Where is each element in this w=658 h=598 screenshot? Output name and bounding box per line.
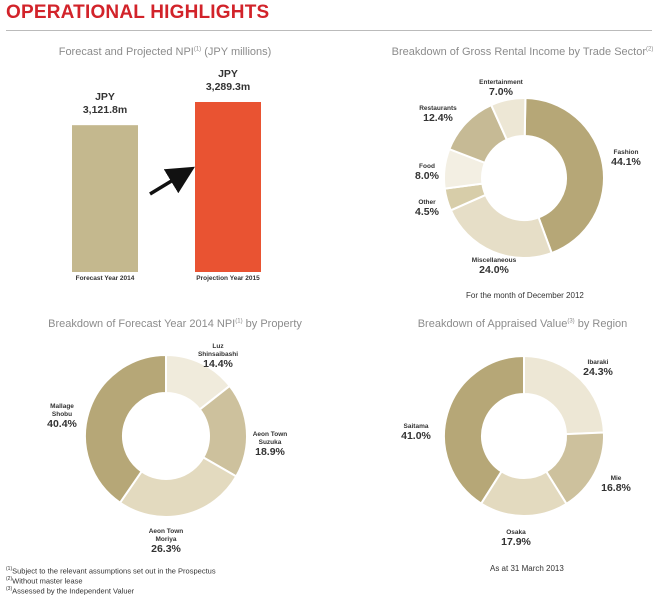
trade-sector-inner-ring	[484, 138, 564, 218]
property-label-aeon-town-suzuka-1: Suzuka	[259, 439, 282, 446]
property-pct-aeon-town-suzuka: 18.9%	[255, 446, 285, 458]
property-pct-luz-shinsaibashi: 14.4%	[203, 358, 233, 370]
growth-arrow	[149, 166, 195, 196]
trade-sector-pct-miscellaneous: 24.0%	[479, 264, 509, 276]
trade-sector-note: For the month of December 2012	[466, 291, 584, 300]
trade-sector-slice-miscellaneous	[449, 193, 553, 259]
trade-sector-slice-entertainment	[489, 97, 527, 142]
trade-sector-label-other: Other	[418, 199, 436, 206]
bar-chart-title: Forecast and Projected NPI(1) (JPY milli…	[58, 46, 272, 58]
property-label-aeon-town-moriya-1: Moriya	[156, 536, 177, 543]
trade-sector-slice-fashion	[523, 96, 605, 255]
bar-value-2014: 3,121.8m	[83, 104, 127, 116]
bar-value-currency-2014: JPY	[95, 91, 115, 103]
region-pct-ibaraki: 24.3%	[583, 366, 613, 378]
region-label-saitama: Saitama	[404, 423, 429, 430]
trade-sector-label-food: Food	[419, 163, 435, 170]
property-label-luz-shinsaibashi: Luz	[212, 343, 224, 350]
trade-sector-label-entertainment: Entertainment	[479, 79, 524, 86]
property-pct-mallage-shobu: 40.4%	[47, 418, 77, 430]
footnote-3: (3)Assessed by the Independent Valuer	[6, 586, 135, 596]
region-pct-mie: 16.8%	[601, 482, 631, 494]
trade-sector-pct-other: 4.5%	[415, 206, 440, 218]
bar-category-2015: Projection Year 2015	[196, 275, 260, 282]
property-slice-aeon-town-moriya	[118, 456, 238, 518]
property-label-mallage-shobu: Mallage	[50, 403, 74, 410]
trade-sector-label-miscellaneous: Miscellaneous	[472, 257, 517, 264]
property-chart-title: Breakdown of Forecast Year 2014 NPI(1) b…	[48, 318, 302, 330]
property-inner-ring	[125, 395, 207, 477]
property-label-aeon-town-moriya: Aeon Town	[149, 528, 184, 535]
region-note: As at 31 March 2013	[490, 564, 564, 573]
title-divider	[6, 30, 652, 31]
footnote-1: (1)Subject to the relevant assumptions s…	[6, 566, 216, 576]
property-slice-mallage-shobu	[84, 353, 167, 505]
bar-category-2014: Forecast Year 2014	[76, 275, 135, 282]
footnote-2: (2)Without master lease	[6, 576, 83, 586]
trade-sector-chart-title: Breakdown of Gross Rental Income by Trad…	[391, 46, 654, 58]
trade-sector-pct-fashion: 44.1%	[611, 156, 641, 168]
region-pct-osaka: 17.9%	[501, 536, 531, 548]
page-title: OPERATIONAL HIGHLIGHTS	[6, 2, 270, 23]
property-label-luz-shinsaibashi-1: Shinsaibashi	[198, 351, 238, 358]
property-label-mallage-shobu-1: Shobu	[52, 411, 72, 418]
property-label-aeon-town-suzuka: Aeon Town	[253, 431, 288, 438]
region-label-ibaraki: Ibaraki	[588, 359, 609, 366]
trade-sector-label-fashion: Fashion	[614, 149, 639, 156]
region-pct-saitama: 41.0%	[401, 430, 431, 442]
region-label-osaka: Osaka	[506, 529, 526, 536]
region-slice-saitama	[443, 354, 525, 505]
region-slice-ibaraki	[523, 354, 605, 436]
trade-sector-pct-entertainment: 7.0%	[489, 86, 514, 98]
region-inner-ring	[484, 396, 564, 476]
bar-2014	[72, 125, 138, 272]
trade-sector-label-restaurants: Restaurants	[419, 105, 457, 112]
trade-sector-pct-food: 8.0%	[415, 170, 440, 182]
bar-value-2015: 3,289.3m	[206, 81, 250, 93]
region-chart-title: Breakdown of Appraised Value(3) by Regio…	[417, 318, 628, 330]
bar-value-currency-2015: JPY	[218, 68, 238, 80]
region-label-mie: Mie	[611, 475, 622, 482]
trade-sector-pct-restaurants: 12.4%	[423, 112, 453, 124]
property-pct-aeon-town-moriya: 26.3%	[151, 543, 181, 555]
bar-2015	[195, 102, 261, 272]
